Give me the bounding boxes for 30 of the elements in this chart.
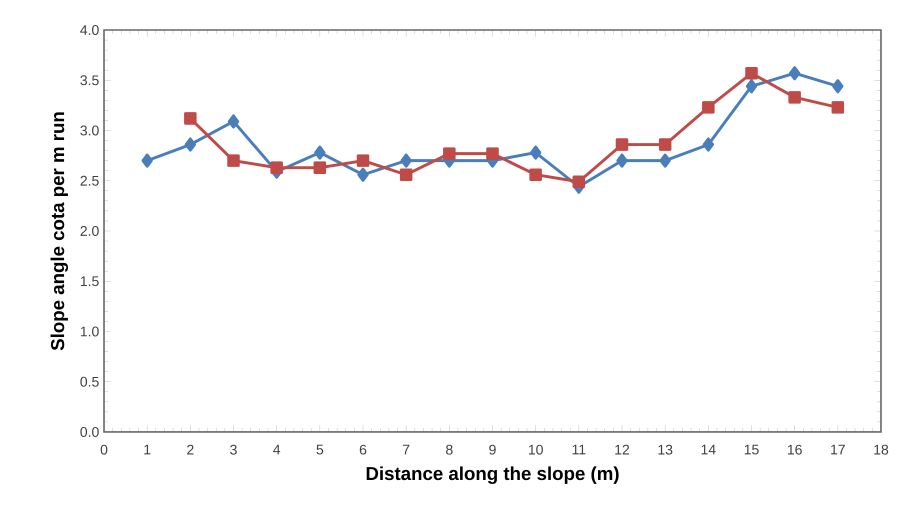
x-tick-label: 14: [702, 444, 716, 454]
y-tick-label: 2.0: [80, 226, 99, 236]
y-tick-label: 0.0: [80, 427, 99, 437]
x-tick-label: 10: [528, 444, 543, 455]
y-tick-label: 3.0: [80, 126, 99, 136]
x-tick-label: 11: [572, 444, 586, 454]
x-tick-label: 9: [489, 444, 496, 455]
y-tick-label: 3.5: [80, 75, 99, 86]
x-tick-label: 6: [360, 444, 366, 455]
x-tick-label: 7: [402, 444, 410, 454]
x-tick-label: 18: [874, 444, 888, 455]
x-tick-label: 2: [187, 444, 194, 454]
x-tick-label: 17: [831, 444, 845, 454]
x-tick-label: 15: [744, 444, 759, 454]
x-tick-label: 16: [788, 444, 802, 455]
x-tick-label: 4: [273, 444, 280, 454]
y-tick-label: 0.5: [80, 376, 99, 387]
y-tick-label: 1.5: [80, 276, 99, 286]
x-axis-title: Distance along the slope (m): [366, 466, 619, 484]
x-tick-label: 5: [316, 444, 324, 454]
x-tick-label: 13: [658, 444, 672, 455]
x-tick-label: 0: [100, 444, 108, 455]
y-tick-label: 2.5: [80, 176, 99, 186]
x-tick-label: 8: [446, 444, 453, 455]
x-tick-label: 12: [615, 444, 630, 454]
y-tick-label: 1.0: [80, 326, 99, 336]
y-tick-label: 4.0: [80, 25, 99, 35]
x-tick-label: 1: [144, 444, 150, 454]
x-tick-label: 3: [230, 444, 237, 455]
y-axis-title: Slope angle cota per m run: [50, 112, 68, 350]
